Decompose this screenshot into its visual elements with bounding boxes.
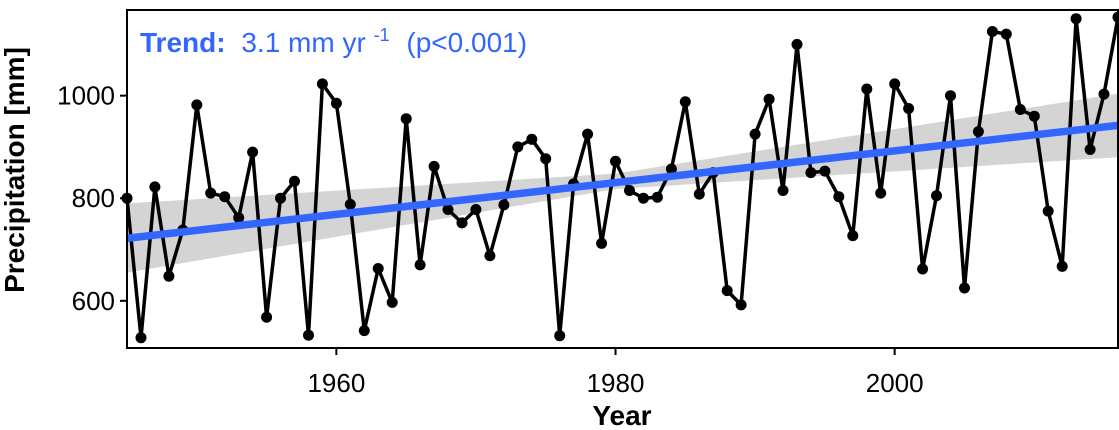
data-point (889, 78, 901, 90)
y-tick-label: 600 (72, 286, 115, 316)
x-tick-label: 2000 (866, 368, 924, 398)
data-point (1070, 13, 1082, 25)
trend-annotation-label: Trend: (140, 27, 226, 58)
data-point (1056, 260, 1068, 272)
data-point (847, 230, 859, 242)
data-point (819, 165, 831, 177)
data-point (1084, 144, 1096, 155)
trend-annotation-pvalue: (p<0.001) (406, 27, 527, 58)
data-point (959, 282, 970, 294)
data-point (777, 185, 789, 196)
data-point (470, 204, 482, 215)
data-point (247, 146, 259, 158)
x-axis: 1960 1980 2000 (307, 348, 924, 398)
data-point (624, 185, 635, 196)
data-point (233, 212, 245, 224)
plot-border (126, 9, 1119, 349)
data-point (316, 78, 328, 90)
trend-annotation: Trend: 3.1 mm yr -1 (p<0.001) (140, 16, 527, 58)
data-point (498, 199, 510, 211)
data-point (442, 204, 454, 215)
data-point (414, 259, 426, 271)
data-point (554, 330, 566, 342)
data-point (1000, 28, 1012, 40)
data-point (526, 133, 538, 145)
data-point (875, 187, 887, 199)
data-point (972, 126, 984, 138)
data-point (344, 198, 356, 210)
trend-annotation-exponent: -1 (374, 25, 390, 45)
data-point (330, 97, 342, 109)
data-point (651, 191, 663, 203)
data-point (512, 141, 524, 153)
y-tick-label: 800 (72, 183, 115, 213)
data-point (163, 270, 175, 282)
data-point (149, 181, 161, 193)
data-point (679, 96, 691, 108)
data-point (135, 332, 147, 344)
data-point (261, 311, 273, 323)
data-point (386, 296, 398, 308)
data-point (945, 90, 956, 102)
data-point (931, 190, 942, 202)
data-point (372, 263, 384, 274)
data-point (805, 167, 817, 179)
data-point (721, 285, 733, 297)
data-point (1098, 88, 1110, 100)
data-point (1028, 110, 1040, 122)
data-point (861, 83, 873, 95)
data-point (303, 329, 314, 341)
data-point (428, 160, 440, 172)
data-point (540, 153, 552, 165)
data-point (275, 192, 286, 204)
data-point (582, 128, 594, 140)
x-tick-label: 1960 (307, 368, 365, 398)
data-point (903, 103, 915, 114)
data-point (191, 99, 203, 111)
x-axis-title: Year (592, 400, 651, 430)
points-layer (121, 11, 1119, 344)
data-point (833, 191, 845, 203)
data-point (358, 325, 370, 337)
data-point (791, 38, 803, 50)
data-point (917, 263, 929, 275)
y-tick-label: 1000 (57, 81, 115, 111)
data-point (749, 128, 761, 140)
data-point (735, 299, 747, 311)
data-point (596, 237, 608, 249)
data-point (693, 188, 705, 200)
data-point (456, 217, 468, 229)
data-point (986, 26, 998, 37)
trend-annotation-value: 3.1 mm yr (241, 27, 365, 58)
data-point (484, 250, 496, 262)
data-point (289, 175, 300, 187)
y-axis: 600 800 1000 (57, 81, 127, 316)
data-point (205, 187, 217, 199)
data-point (610, 155, 621, 167)
data-point (219, 191, 231, 203)
data-point (665, 163, 677, 175)
y-axis-title: Precipitation [mm] (0, 47, 30, 293)
x-tick-label: 1980 (587, 368, 645, 398)
data-point (1014, 104, 1026, 115)
trend-layer (126, 121, 1119, 242)
trend-line (126, 121, 1119, 242)
data-point (637, 192, 649, 204)
data-point (1042, 205, 1054, 217)
data-point (763, 93, 775, 105)
data-point (400, 113, 412, 125)
